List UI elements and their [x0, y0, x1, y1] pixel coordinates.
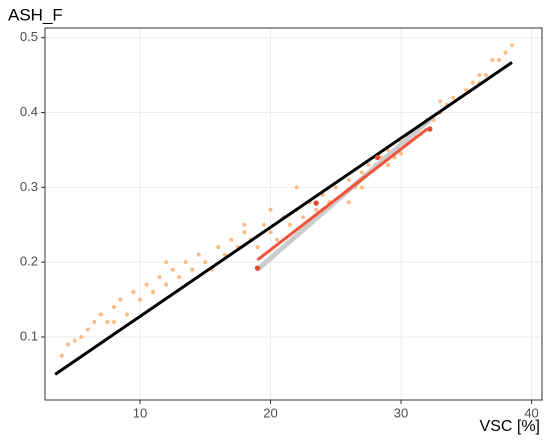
point	[366, 162, 371, 167]
y-tick-label: 0.4	[20, 104, 38, 119]
point	[66, 342, 71, 347]
point	[170, 267, 175, 272]
x-tick-label: 10	[133, 405, 147, 420]
point	[196, 252, 201, 257]
point	[262, 222, 267, 227]
point	[183, 260, 188, 265]
point	[105, 319, 110, 324]
point	[301, 215, 306, 220]
point	[85, 327, 90, 332]
point	[275, 237, 280, 242]
fit-line	[256, 127, 429, 262]
point	[79, 334, 84, 339]
point	[118, 297, 123, 302]
point	[346, 177, 351, 182]
point	[92, 319, 97, 324]
point	[477, 73, 482, 78]
y-tick-label: 0.3	[20, 179, 38, 194]
point	[294, 185, 299, 190]
chart-title: ASH_F	[8, 5, 63, 24]
point	[138, 297, 143, 302]
point	[72, 338, 77, 343]
point	[359, 170, 364, 175]
point	[268, 207, 273, 212]
point	[374, 154, 381, 161]
point	[268, 230, 273, 235]
point	[314, 207, 319, 212]
point	[490, 58, 495, 63]
point	[313, 200, 319, 206]
point	[496, 58, 501, 63]
point	[131, 290, 136, 295]
point	[124, 312, 129, 317]
panel-border	[44, 27, 543, 401]
point	[464, 88, 469, 93]
y-tick-label: 0.1	[20, 328, 38, 343]
point	[190, 267, 195, 272]
point	[177, 275, 182, 280]
point	[427, 126, 433, 132]
point	[203, 260, 208, 265]
point	[255, 245, 260, 250]
point	[157, 275, 162, 280]
point	[254, 265, 261, 271]
point	[151, 290, 156, 295]
point	[346, 200, 351, 205]
point	[451, 95, 456, 100]
panel	[45, 28, 542, 400]
point	[483, 73, 488, 78]
y-tick-label: 0.5	[20, 29, 38, 44]
point	[399, 151, 404, 156]
point	[229, 237, 234, 242]
point	[222, 252, 227, 257]
point	[333, 185, 338, 190]
x-tick-label: 20	[263, 405, 277, 420]
point	[98, 312, 103, 317]
x-tick-label: 30	[394, 405, 408, 420]
point	[216, 245, 221, 250]
point	[470, 80, 475, 85]
point	[438, 99, 443, 104]
point	[164, 260, 169, 265]
point	[59, 353, 64, 358]
point	[144, 282, 149, 287]
y-tick-label: 0.2	[20, 254, 38, 269]
x-axis-label: VSC [%]	[480, 418, 540, 435]
point	[503, 50, 508, 55]
point	[164, 282, 169, 287]
fit-line	[54, 61, 513, 376]
point	[288, 222, 293, 227]
point	[111, 305, 116, 310]
point	[385, 162, 390, 167]
point	[242, 230, 247, 235]
x-tick-label: 40	[524, 405, 538, 420]
point	[359, 185, 364, 190]
point	[242, 222, 247, 227]
point	[111, 319, 116, 324]
point	[509, 43, 514, 48]
